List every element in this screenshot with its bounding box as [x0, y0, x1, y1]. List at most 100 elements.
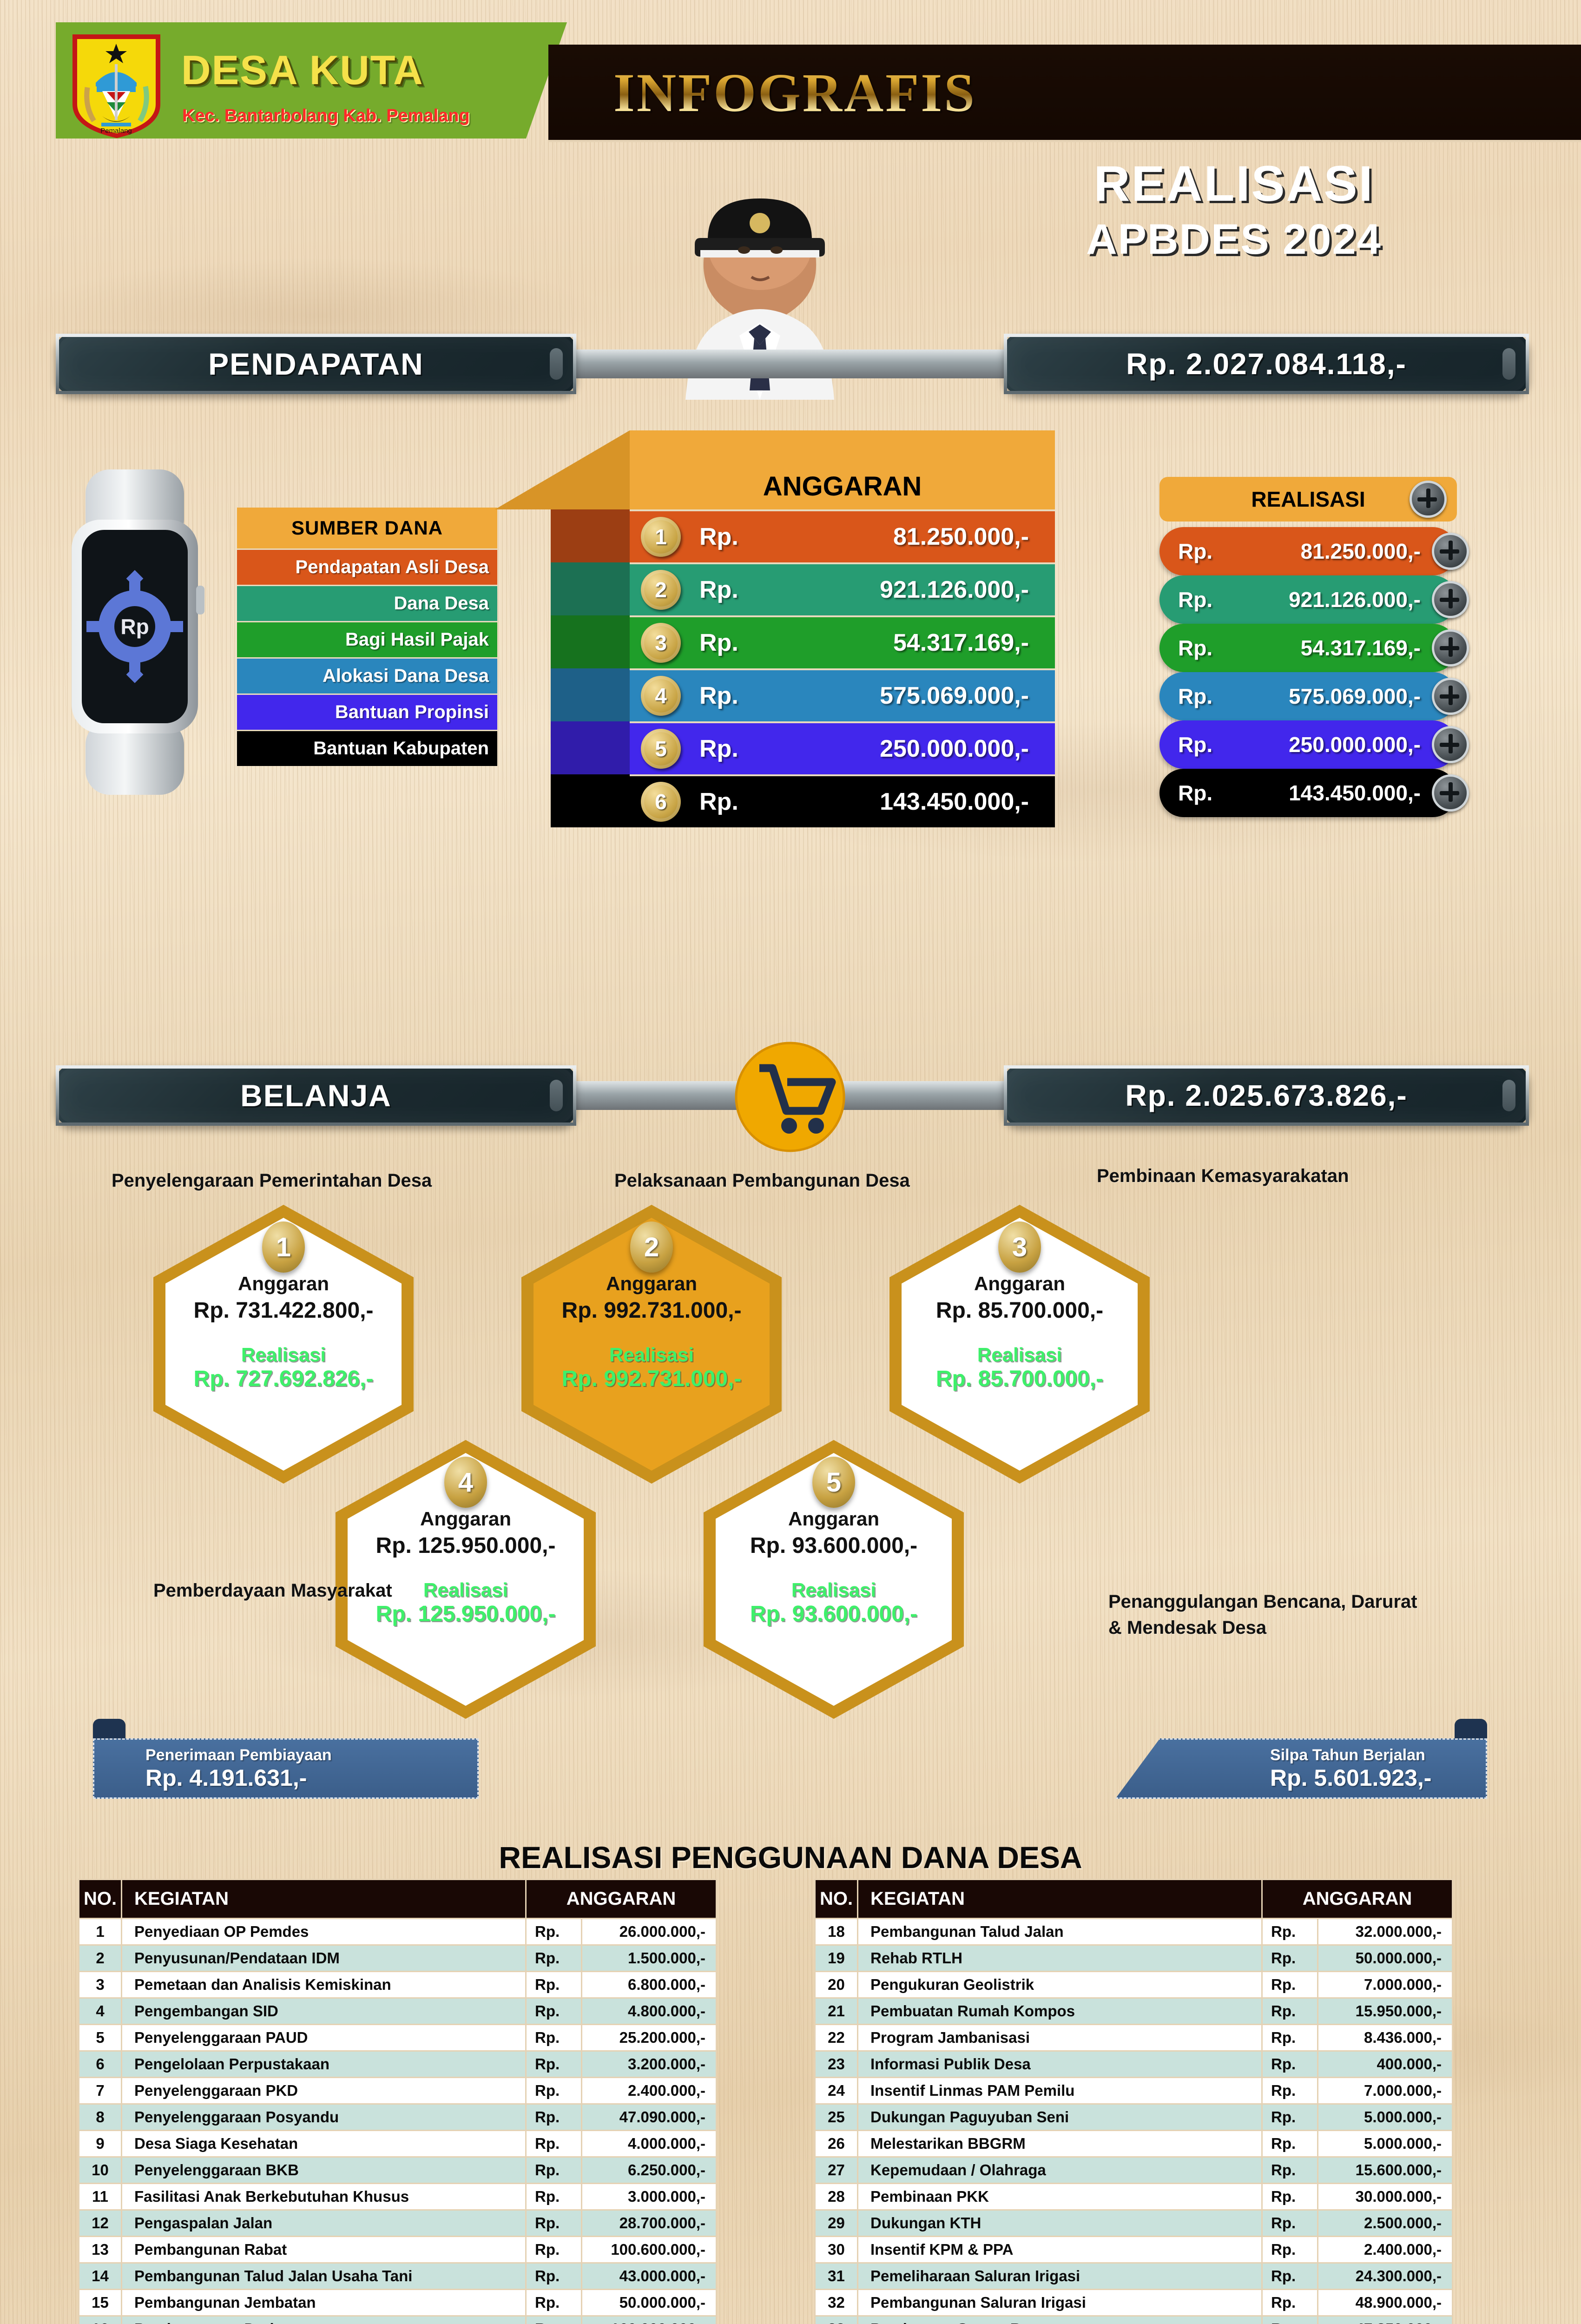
sumber-dana-row: Bantuan Kabupaten — [237, 730, 497, 766]
cell-no: 33 — [814, 2315, 858, 2324]
table-row: 11 Fasilitasi Anak Berkebutuhan Khusus Rp.… — [78, 2183, 717, 2211]
anggaran-row: 1 Rp. 81.250.000,- — [630, 509, 1055, 562]
realisasi-value: 81.250.000,- — [1300, 539, 1421, 563]
belanja-hexagon[interactable]: Anggaran Rp. 93.600.000,- Realisasi Rp. 93.… — [704, 1440, 964, 1719]
silpa-label: Silpa Tahun Berjalan — [1270, 1746, 1425, 1764]
cell-kegiatan: Penyusunan/Pendataan IDM — [121, 1944, 527, 1972]
realisasi-label: Realisasi — [791, 1579, 876, 1601]
sumber-dana-label: Bantuan Propinsi — [335, 702, 489, 722]
cell-kegiatan: Pengukuran Geolistrik — [857, 1971, 1263, 1999]
table-row: 28 Pembinaan PKK Rp. 30.000.000,- — [814, 2183, 1453, 2211]
table-row: 8 Penyelenggaraan Posyandu Rp. 47.090.000,- — [78, 2103, 717, 2131]
cell-anggaran: 7.000.000,- — [1317, 1971, 1453, 1999]
realisasi-value: 575.069.000,- — [1289, 684, 1421, 708]
cell-anggaran: 48.900.000,- — [1317, 2289, 1453, 2317]
rp-prefix: Rp. — [699, 523, 738, 550]
cell-kegiatan: Kepemudaan / Olahraga — [857, 2156, 1263, 2184]
anggaran-row: 4 Rp. 575.069.000,- — [630, 668, 1055, 721]
rp-prefix: Rp. — [1178, 636, 1213, 660]
table-row: 5 Penyelenggaraan PAUD Rp. 25.200.000,- — [78, 2024, 717, 2052]
cell-anggaran: 30.000.000,- — [1317, 2183, 1453, 2211]
cell-rp: Rp. — [525, 2315, 582, 2324]
hexagon-number-badge: 4 — [444, 1457, 487, 1508]
cell-no: 12 — [78, 2209, 122, 2237]
rp-prefix: Rp. — [699, 788, 738, 815]
anggaran-label: Anggaran — [237, 1273, 329, 1294]
cell-anggaran: 26.000.000,- — [581, 1918, 717, 1946]
anggaran-row: 5 Rp. 250.000.000,- — [630, 721, 1055, 774]
cell-anggaran: 24.300.000,- — [1317, 2262, 1453, 2290]
hexagon-number-badge: 1 — [262, 1221, 305, 1273]
table-row: 25 Dukungan Paguyuban Seni Rp. 5.000.000,- — [814, 2103, 1453, 2131]
table-row: 16Pembangunan DrainaseRp.160.000.000,- — [78, 2315, 717, 2324]
table-row: 24 Insentif Linmas PAM Pemilu Rp. 7.000.000… — [814, 2077, 1453, 2105]
cell-no: 21 — [814, 1997, 858, 2025]
table-row: 7 Penyelenggaraan PKD Rp. 2.400.000,- — [78, 2077, 717, 2105]
cell-kegiatan: Pembangunan Saluran Irigasi — [857, 2289, 1263, 2317]
header-black-banner — [548, 45, 1581, 140]
realisasi-amount: Rp. 85.700.000,- — [935, 1367, 1104, 1391]
realisasi-label: Realisasi — [241, 1344, 326, 1366]
sumber-dana-label: Alokasi Dana Desa — [323, 666, 489, 686]
table-row: 9 Desa Siaga Kesehatan Rp. 4.000.000,- — [78, 2130, 717, 2158]
cell-no: 22 — [814, 2024, 858, 2052]
cell-anggaran: 47.850.000,- — [1317, 2315, 1453, 2324]
anggaran-header: ANGGARAN — [630, 430, 1055, 509]
anggaran-bevel — [551, 509, 631, 562]
anggaran-value: 575.069.000,- — [880, 682, 1029, 709]
realisasi-amount: Rp. 992.731.000,- — [561, 1367, 742, 1391]
cell-rp: Rp. — [1261, 1944, 1318, 1972]
cell-no: 28 — [814, 2183, 858, 2211]
anggaran-bevel — [551, 721, 631, 774]
table-row: 33Pembuatan Sumur BorRp.47.850.000,- — [814, 2315, 1453, 2324]
belanja-hexagon[interactable]: Anggaran Rp. 731.422.800,- Realisasi Rp. 72… — [153, 1205, 414, 1484]
cell-anggaran: 8.436.000,- — [1317, 2024, 1453, 2052]
cell-rp: Rp. — [1261, 2024, 1318, 2052]
cell-rp: Rp. — [1261, 2103, 1318, 2131]
cell-rp: Rp. — [525, 2209, 582, 2237]
cell-anggaran: 50.000.000,- — [581, 2289, 717, 2317]
rp-prefix: Rp. — [699, 735, 738, 762]
realisasi-row: Rp. 143.450.000,- — [1159, 769, 1469, 817]
header-divider — [548, 140, 1581, 142]
cell-no: 1 — [78, 1918, 122, 1946]
rp-prefix: Rp. — [1178, 539, 1213, 563]
sumber-dana-label: Bantuan Kabupaten — [313, 738, 489, 759]
cell-no: 24 — [814, 2077, 858, 2105]
table-row: 30 Insentif KPM & PPA Rp. 2.400.000,- — [814, 2236, 1453, 2264]
table-row: 15 Pembangunan Jembatan Rp. 50.000.000,- — [78, 2289, 717, 2317]
anggaran-label: Anggaran — [420, 1508, 511, 1530]
sumber-dana-label: Dana Desa — [394, 593, 489, 614]
table-row: 1 Penyediaan OP Pemdes Rp. 26.000.000,- — [78, 1918, 717, 1946]
cell-no: 10 — [78, 2156, 122, 2184]
svg-text:Pemalang: Pemalang — [100, 127, 132, 135]
table-row: 19 Rehab RTLH Rp. 50.000.000,- — [814, 1944, 1453, 1972]
anggaran-bevel — [551, 615, 631, 668]
cell-kegiatan: Pembinaan PKK — [857, 2183, 1263, 2211]
rp-prefix: Rp. — [1178, 588, 1213, 612]
anggaran-value: 143.450.000,- — [880, 788, 1029, 815]
belanja-hexagon[interactable]: Anggaran Rp. 85.700.000,- Realisasi Rp. 85.… — [889, 1205, 1150, 1484]
cell-no: 29 — [814, 2209, 858, 2237]
cell-no: 31 — [814, 2262, 858, 2290]
cell-anggaran: 2.500.000,- — [1317, 2209, 1453, 2237]
anggaran-row: 3 Rp. 54.317.169,- — [630, 615, 1055, 668]
realisasi-row: Rp. 250.000.000,- — [1159, 720, 1469, 769]
anggaran-amount: Rp. 85.700.000,- — [935, 1298, 1104, 1323]
belanja-total: Rp. 2.025.673.826,- — [1125, 1079, 1408, 1112]
cell-rp: Rp. — [1261, 1971, 1318, 1999]
cell-no: 16 — [78, 2315, 122, 2324]
table-row: 32 Pembangunan Saluran Irigasi Rp. 48.900.0… — [814, 2289, 1453, 2317]
cell-kegiatan: Program Jambanisasi — [857, 2024, 1263, 2052]
shopping-cart-icon — [734, 1041, 846, 1153]
cell-anggaran: 160.000.000,- — [581, 2315, 717, 2324]
cell-rp: Rp. — [525, 2183, 582, 2211]
cell-anggaran: 1.500.000,- — [581, 1944, 717, 1972]
silpa-value: Rp. 5.601.923,- — [1270, 1764, 1432, 1791]
table-row: 10 Penyelenggaraan BKB Rp. 6.250.000,- — [78, 2156, 717, 2184]
cell-kegiatan: Penyelenggaraan PKD — [121, 2077, 527, 2105]
hexagon-number-badge: 3 — [998, 1221, 1041, 1273]
cell-rp: Rp. — [1261, 2209, 1318, 2237]
belanja-hexagon[interactable]: Anggaran Rp. 125.950.000,- Realisasi Rp. 12… — [336, 1440, 596, 1719]
belanja-hexagon[interactable]: Anggaran Rp. 992.731.000,- Realisasi Rp. 99… — [521, 1205, 782, 1484]
